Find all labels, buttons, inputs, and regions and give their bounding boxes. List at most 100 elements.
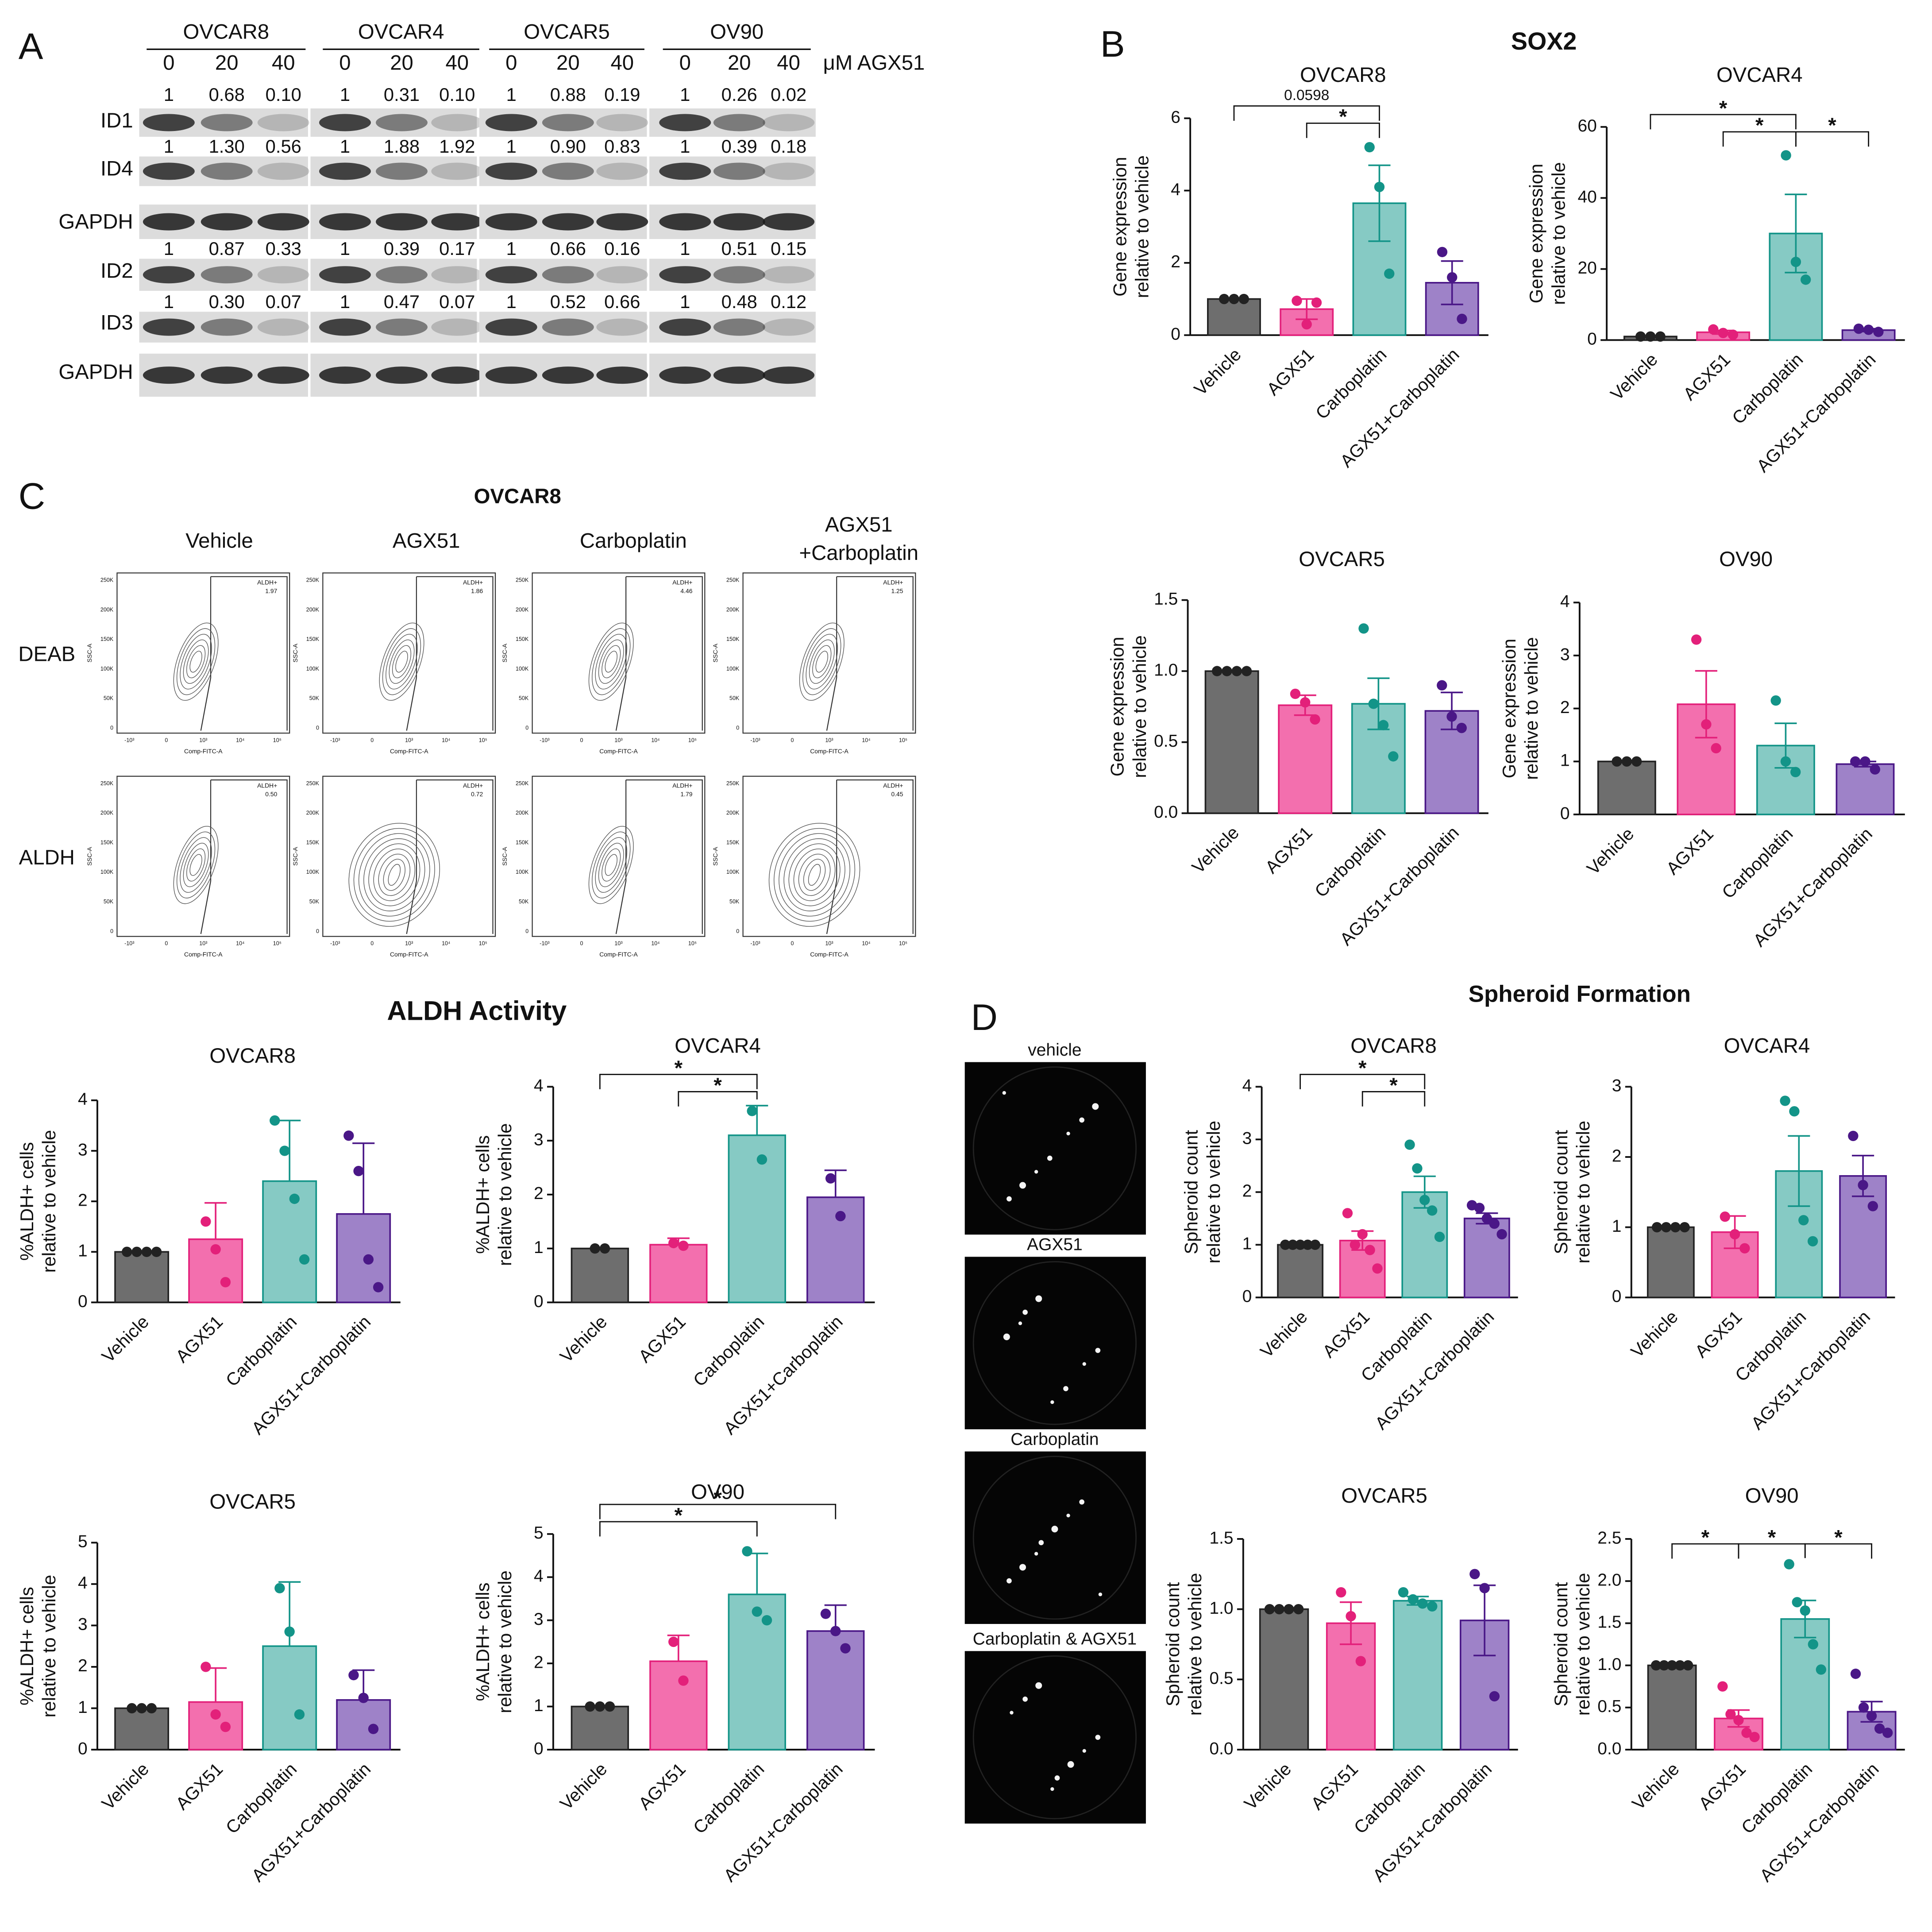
data-point	[1717, 1681, 1728, 1692]
y-tick-label: 3	[1560, 645, 1570, 664]
blot-band	[713, 366, 765, 384]
gate-value: 4.46	[680, 587, 692, 594]
significance-bracket	[1233, 105, 1380, 121]
chart-title: OVCAR8	[1350, 1034, 1437, 1058]
band-quantification: 1	[340, 291, 350, 312]
spheroid-image	[964, 1451, 1146, 1624]
spheroid	[1079, 1499, 1085, 1505]
blot-band	[485, 318, 537, 336]
spheroid	[1006, 1578, 1012, 1584]
data-point	[210, 1244, 221, 1255]
data-point	[1792, 1597, 1802, 1608]
contour	[783, 838, 845, 911]
error-bar	[1441, 260, 1463, 305]
data-point	[1800, 1605, 1810, 1616]
blot-row-label: ID1	[100, 109, 133, 132]
data-point	[1808, 1639, 1818, 1650]
data-point	[210, 1709, 221, 1720]
gate	[615, 779, 703, 934]
data-point	[1635, 331, 1646, 342]
data-point	[1310, 1239, 1321, 1250]
contour	[798, 853, 831, 896]
flow-y-axis-label: SSC-A	[712, 847, 719, 866]
cell-line-header: OVCAR4	[358, 20, 444, 44]
bar	[1278, 704, 1333, 814]
well-outline	[972, 1456, 1137, 1620]
blot-band	[713, 114, 765, 131]
gate-label: ALDH+	[883, 578, 903, 586]
blot-band	[257, 213, 309, 231]
flow-x-tick: 0	[791, 737, 794, 743]
gate-label: ALDH+	[672, 578, 692, 586]
band-quantification: 0.10	[266, 84, 301, 105]
panel-label: C	[19, 475, 45, 517]
spheroid	[1079, 1117, 1085, 1123]
spheroid	[1034, 1170, 1038, 1174]
blot-band	[431, 366, 483, 384]
data-point	[1374, 181, 1385, 193]
y-tick-label: 1.0	[1209, 1599, 1233, 1618]
data-point	[1790, 257, 1801, 267]
y-axis-label: relative to vehicle	[1548, 162, 1569, 305]
data-point	[1683, 1660, 1693, 1671]
chart-title: OVCAR5	[1299, 548, 1385, 571]
flow-x-tick: 10³	[405, 941, 413, 947]
blot-band	[485, 266, 537, 284]
y-tick-label: 5	[534, 1523, 544, 1543]
significance-bracket	[599, 1521, 758, 1537]
flow-y-tick: 250K	[726, 577, 740, 583]
flow-y-tick: 50K	[519, 695, 529, 702]
blot-band	[201, 213, 253, 231]
data-point	[1658, 1660, 1670, 1671]
data-point	[1280, 1239, 1291, 1250]
flow-x-tick: 10⁴	[236, 941, 244, 947]
spheroid	[1010, 1711, 1014, 1715]
blot-band	[659, 318, 711, 336]
data-point	[1372, 1263, 1383, 1274]
data-point	[585, 1701, 595, 1712]
data-point	[1807, 1236, 1818, 1247]
data-point	[1241, 666, 1252, 676]
band-quantification: 1	[340, 84, 350, 105]
data-point	[1284, 1604, 1294, 1615]
data-point	[343, 1130, 354, 1141]
data-point	[1288, 1239, 1298, 1250]
significance-label: *	[1834, 1526, 1843, 1549]
data-point	[1631, 756, 1642, 767]
bar	[806, 1196, 865, 1303]
data-point	[1404, 1139, 1415, 1150]
flow-y-tick: 50K	[309, 899, 320, 905]
bar	[571, 1705, 629, 1751]
band-quantification: 1	[164, 238, 174, 259]
data-point	[1770, 695, 1781, 706]
contour	[183, 843, 209, 887]
flow-x-tick: -10³	[330, 941, 340, 947]
section-title: Spheroid Formation	[1469, 981, 1691, 1007]
flow-x-tick: 10⁵	[899, 737, 907, 743]
significance-label: *	[713, 1486, 722, 1510]
blot-band	[431, 114, 483, 131]
flow-x-tick: 10³	[825, 941, 833, 947]
band-quantification: 0.51	[721, 238, 757, 259]
flow-y-tick: 150K	[100, 636, 114, 642]
flow-x-tick: 10⁴	[651, 941, 659, 947]
blot-band	[201, 366, 253, 384]
flow-y-tick: 100K	[516, 869, 529, 875]
blot-band	[763, 266, 815, 284]
blot-band	[596, 318, 648, 336]
contour	[592, 628, 631, 695]
contour	[180, 634, 212, 690]
flow-plot-frame	[116, 775, 290, 937]
data-point	[136, 1703, 147, 1714]
blot-row-label: ID3	[100, 311, 133, 335]
blot-band	[143, 366, 195, 384]
contour	[779, 833, 850, 917]
data-point	[1882, 1728, 1893, 1738]
data-point	[1850, 1668, 1861, 1679]
data-point	[742, 1546, 752, 1557]
gate-label: ALDH+	[257, 782, 277, 789]
gate-label: ALDH+	[257, 578, 277, 586]
band-quantification: 0.07	[266, 291, 301, 312]
significance-bracket	[1300, 1074, 1426, 1089]
